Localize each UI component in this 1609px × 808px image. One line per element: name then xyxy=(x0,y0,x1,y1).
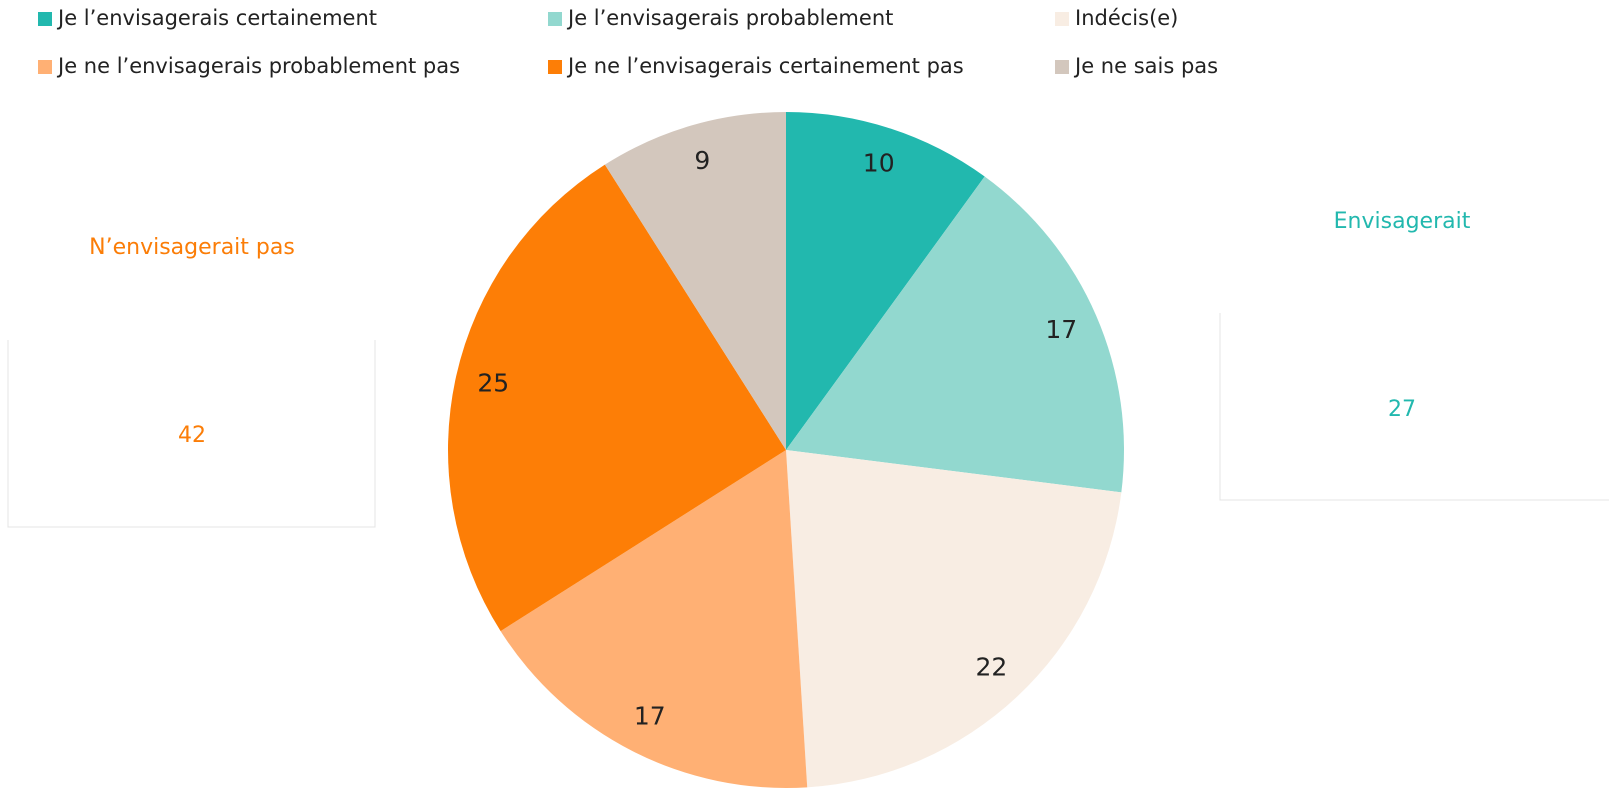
data-label: 17 xyxy=(634,701,666,730)
legend-label: Je l’envisagerais certainement xyxy=(56,6,377,30)
data-label: 17 xyxy=(1045,315,1077,344)
data-label: 9 xyxy=(694,146,710,175)
pie-slice xyxy=(500,450,808,788)
annotation-box xyxy=(7,340,376,528)
pie-slice xyxy=(448,164,786,632)
legend-label: Je ne sais pas xyxy=(1073,54,1218,78)
data-label: 10 xyxy=(863,149,895,178)
legend-swatch xyxy=(1055,12,1069,26)
annotation-value: 42 xyxy=(178,423,206,448)
pie-slice xyxy=(786,450,1122,788)
annotation-value: 27 xyxy=(1388,397,1416,422)
legend-label: Je ne l’envisagerais certainement pas xyxy=(566,54,964,78)
annotation-title: Envisagerait xyxy=(1334,209,1471,234)
legend-swatch xyxy=(1055,60,1069,74)
pie-slice xyxy=(786,176,1124,493)
legend-label: Je ne l’envisagerais probablement pas xyxy=(56,54,460,78)
legend-swatch xyxy=(38,60,52,74)
pie-slice xyxy=(604,112,786,450)
legend-swatch xyxy=(548,60,562,74)
annotation-title: N’envisagerait pas xyxy=(89,235,295,260)
data-label: 22 xyxy=(975,653,1007,682)
legend-label: Je l’envisagerais probablement xyxy=(566,6,893,30)
data-label: 25 xyxy=(477,369,509,398)
pie-slice xyxy=(786,112,985,450)
legend-swatch xyxy=(548,12,562,26)
legend-swatch xyxy=(38,12,52,26)
legend-label: Indécis(e) xyxy=(1075,6,1178,30)
annotation-box xyxy=(1219,313,1609,501)
